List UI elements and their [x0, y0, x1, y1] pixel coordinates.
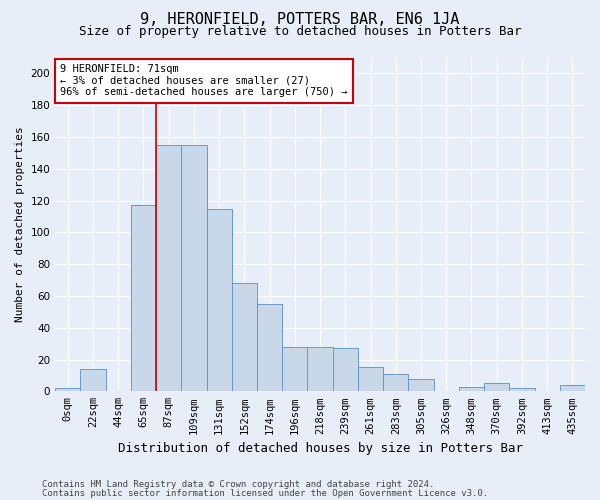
Bar: [55, 388, 80, 392]
Bar: [560, 385, 585, 392]
Bar: [232, 283, 257, 392]
Bar: [332, 348, 358, 392]
Bar: [307, 347, 332, 392]
Bar: [509, 388, 535, 392]
Bar: [181, 145, 206, 392]
Bar: [383, 374, 409, 392]
Text: 9 HERONFIELD: 71sqm
← 3% of detached houses are smaller (27)
96% of semi-detache: 9 HERONFIELD: 71sqm ← 3% of detached hou…: [61, 64, 348, 98]
Text: 9, HERONFIELD, POTTERS BAR, EN6 1JA: 9, HERONFIELD, POTTERS BAR, EN6 1JA: [140, 12, 460, 28]
Bar: [282, 347, 307, 392]
Bar: [80, 369, 106, 392]
Bar: [156, 145, 181, 392]
Text: Contains public sector information licensed under the Open Government Licence v3: Contains public sector information licen…: [42, 488, 488, 498]
Bar: [409, 378, 434, 392]
Bar: [484, 384, 509, 392]
Bar: [358, 368, 383, 392]
Bar: [257, 304, 282, 392]
Bar: [206, 208, 232, 392]
Text: Size of property relative to detached houses in Potters Bar: Size of property relative to detached ho…: [79, 25, 521, 38]
Y-axis label: Number of detached properties: Number of detached properties: [15, 126, 25, 322]
Bar: [131, 206, 156, 392]
Text: Contains HM Land Registry data © Crown copyright and database right 2024.: Contains HM Land Registry data © Crown c…: [42, 480, 434, 489]
X-axis label: Distribution of detached houses by size in Potters Bar: Distribution of detached houses by size …: [118, 442, 523, 455]
Bar: [459, 386, 484, 392]
